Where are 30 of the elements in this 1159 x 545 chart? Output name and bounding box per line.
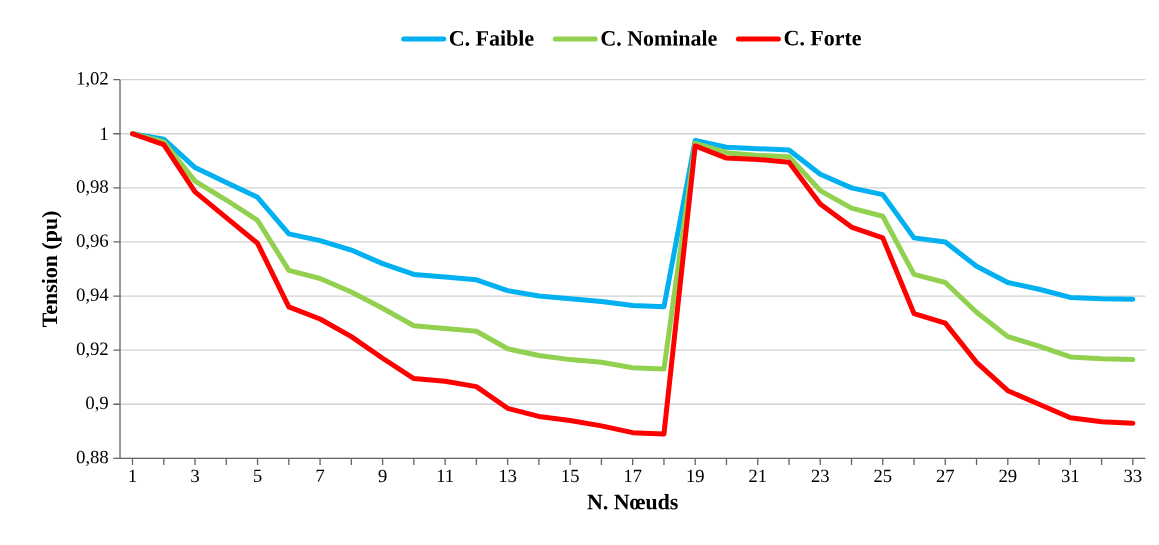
y-tick-label: 1 <box>100 127 108 140</box>
x-tick-label: 25 <box>874 469 892 483</box>
y-tick-label: 0,9 <box>86 396 108 412</box>
x-axis-title: N. Nœuds <box>587 493 678 510</box>
x-tick-label: 11 <box>437 469 453 482</box>
x-tick-label: 23 <box>811 469 829 483</box>
y-tick-label: 0,88 <box>76 450 108 466</box>
x-tick-label: 19 <box>687 469 704 483</box>
x-tick-label: 17 <box>625 469 642 482</box>
x-tick-label: 5 <box>253 469 262 483</box>
x-tick-label: 31 <box>1061 469 1079 483</box>
x-tick-label: 3 <box>191 469 199 483</box>
x-tick-label: 21 <box>749 469 766 483</box>
legend-label: C. Nominale <box>601 30 717 46</box>
y-tick-label: 0,96 <box>76 234 109 250</box>
y-tick-label: 0,92 <box>76 342 108 358</box>
x-tick-label: 7 <box>316 469 325 482</box>
y-tick-label: 1,02 <box>77 72 108 88</box>
x-tick-label: 13 <box>499 469 517 483</box>
x-tick-label: 1 <box>129 469 137 482</box>
y-axis-title: Tension (pu) <box>41 211 62 328</box>
x-tick-label: 27 <box>936 469 955 483</box>
y-tick-label: 0,98 <box>76 180 108 196</box>
legend-label: C. Faible <box>449 30 534 46</box>
legend-label: C. Forte <box>784 30 861 46</box>
x-tick-label: 15 <box>562 469 579 483</box>
y-tick-label: 0,94 <box>76 288 109 304</box>
x-tick-label: 33 <box>1124 469 1142 483</box>
x-tick-label: 29 <box>999 469 1017 483</box>
x-tick-label: 9 <box>378 469 387 483</box>
